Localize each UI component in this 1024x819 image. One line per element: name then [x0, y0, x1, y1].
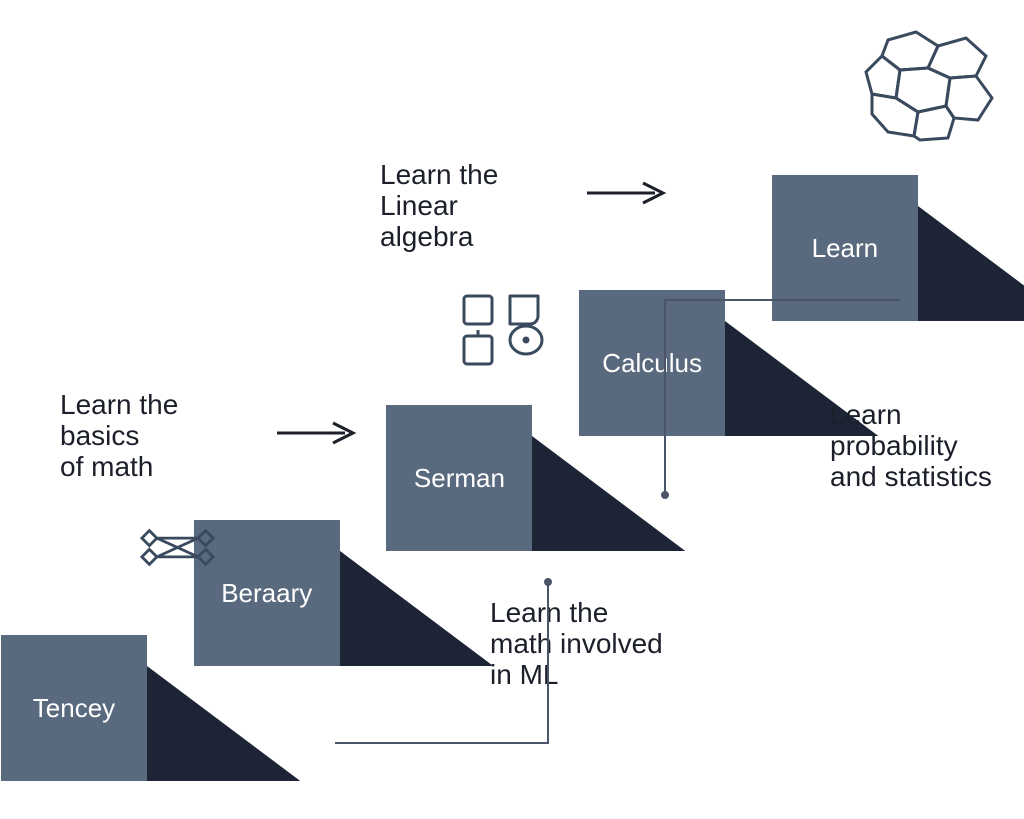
- callout-ml: [329, 576, 554, 749]
- step-2-label: Beraary: [213, 578, 320, 609]
- annotation-linear-line-0: Learn the: [380, 160, 498, 191]
- annotation-linear-line-2: algebra: [380, 222, 498, 253]
- step-1-label: Tencey: [25, 693, 123, 724]
- step-5-shadow: [918, 206, 1024, 321]
- callout-prob: [659, 294, 906, 501]
- annotation-linear: Learn theLinearalgebra: [380, 160, 498, 252]
- annotation-basics-line-0: Learn the: [60, 390, 178, 421]
- voronoi-icon: [858, 28, 1008, 148]
- step-1-shadow: [147, 666, 300, 781]
- annotation-basics-line-1: basics: [60, 421, 178, 452]
- arrow-left: [275, 420, 360, 446]
- step-1: Tencey: [1, 635, 147, 781]
- shapes-icon: [458, 290, 548, 375]
- annotation-linear-line-1: Linear: [380, 191, 498, 222]
- annotation-basics: Learn thebasicsof math: [60, 390, 178, 482]
- annotation-basics-line-2: of math: [60, 452, 178, 483]
- infographic-staircase: TenceyBeraarySermanCalculusLearnLearn th…: [0, 0, 1024, 819]
- arrow-right: [585, 180, 670, 206]
- neural-icon: [130, 510, 225, 590]
- step-3-label: Serman: [406, 463, 513, 494]
- step-3: Serman: [386, 405, 532, 551]
- step-5-label: Learn: [804, 233, 887, 264]
